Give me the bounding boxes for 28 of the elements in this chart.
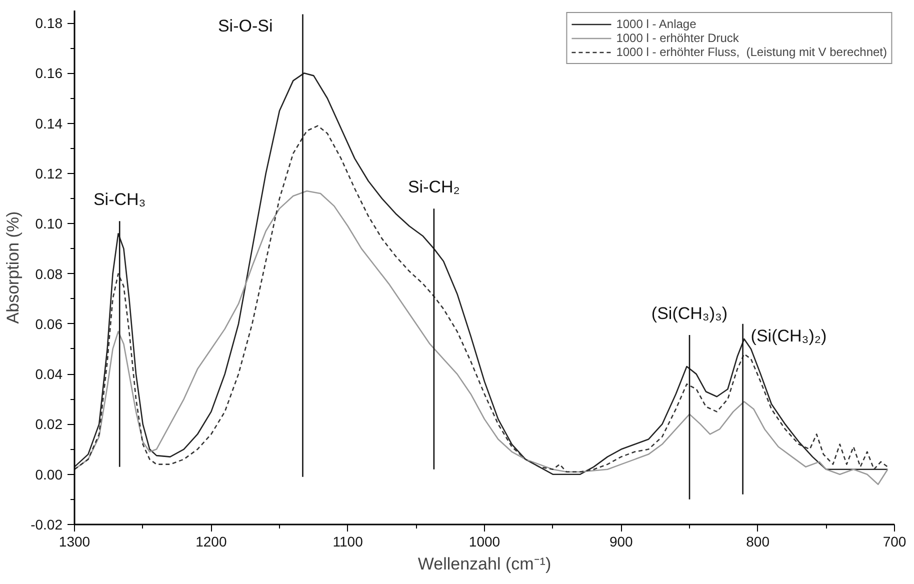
y-tick-label: 0.14 <box>35 115 63 132</box>
legend-label: 1000 l - erhöhter Fluss, (Leistung mit V berechnet) <box>616 45 887 59</box>
x-tick-label: 700 <box>882 534 906 550</box>
y-tick-label: 0.06 <box>35 316 63 332</box>
annotation: (Si(CH₃)₃) <box>651 304 728 323</box>
legend-label: 1000 l - Anlage <box>616 17 696 31</box>
y-tick-label: 0.00 <box>35 466 63 482</box>
y-tick-label: 0.12 <box>35 165 63 182</box>
x-axis-title: Wellenzahl (cm⁻¹) <box>418 554 552 574</box>
x-tick-label: 900 <box>609 534 634 550</box>
y-axis-title: Absorption (%) <box>4 211 23 324</box>
x-tick-label: 1300 <box>58 534 90 550</box>
y-tick-label: 0.08 <box>35 266 63 282</box>
y-tick-label: 0.16 <box>35 65 63 82</box>
y-tick-label: 0.18 <box>35 15 63 32</box>
x-tick-label: 1200 <box>196 534 227 550</box>
y-tick-label: -0.02 <box>30 516 63 532</box>
y-tick-label: 0.10 <box>35 216 63 232</box>
annotation: Si-CH₃ <box>93 190 146 210</box>
annotation: Si-CH₂ <box>408 178 460 197</box>
x-tick-label: 1000 <box>468 534 500 550</box>
y-tick-label: 0.02 <box>35 416 63 432</box>
x-tick-label: 800 <box>746 534 770 550</box>
legend-label: 1000 l - erhöhter Druck <box>616 31 739 45</box>
annotation: (Si(CH₃)₂) <box>750 326 827 346</box>
annotation: Si-O-Si <box>218 16 273 36</box>
y-tick-label: 0.04 <box>35 366 63 382</box>
x-tick-label: 1100 <box>332 534 364 550</box>
